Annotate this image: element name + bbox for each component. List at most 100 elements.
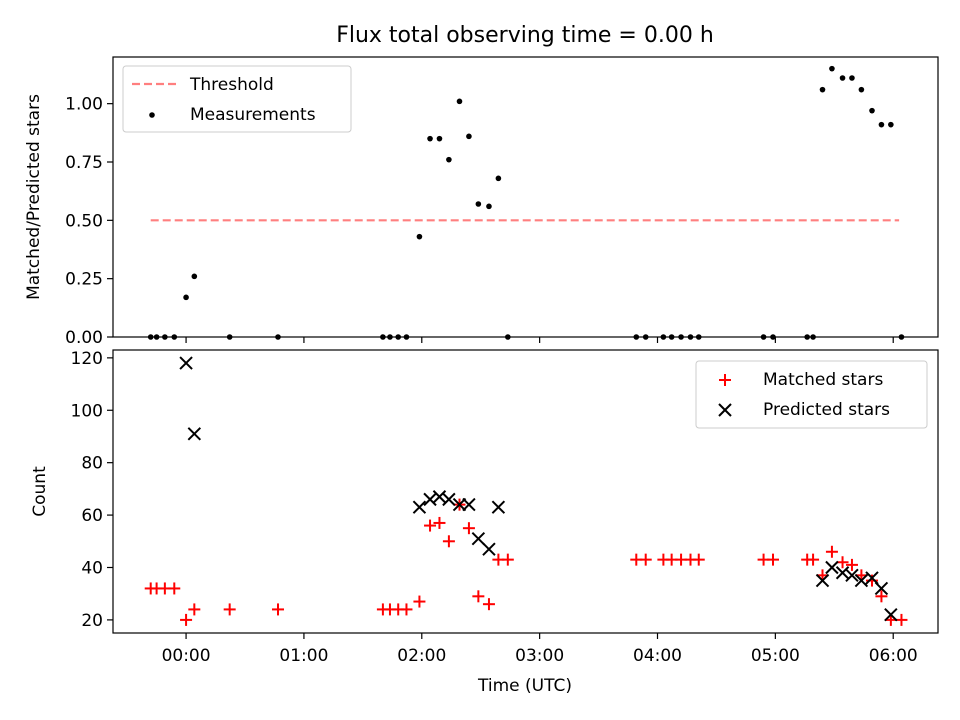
predicted-star-stroke-b [412, 500, 427, 514]
x-axis-label: Time (UTC) [477, 676, 572, 696]
bottom-legend: Matched stars Predicted stars [695, 360, 928, 429]
measurement-point [191, 273, 198, 280]
measurement-point [888, 121, 894, 128]
predicted-star-point [412, 500, 427, 514]
measurement-point [495, 175, 502, 182]
y-tick-label: 120 [71, 349, 103, 369]
matched-star-point [692, 553, 705, 566]
matched-star-point [272, 603, 284, 616]
matched-star-point [433, 516, 446, 529]
top-panel: 0.00 0.25 0.50 0.75 1.00 Matched/Predicted s… [24, 56, 939, 348]
measurement-point [183, 294, 189, 301]
predicted-star-stroke-b [452, 497, 467, 512]
matched-star-point [168, 582, 181, 595]
predicted-star-point [491, 500, 506, 514]
matched-star-point [639, 553, 652, 566]
matched-star-point [400, 603, 413, 616]
measurement-point [869, 107, 875, 114]
measurement-point [878, 121, 885, 128]
measurement-point [829, 65, 835, 72]
matched-star-point [424, 519, 437, 532]
matched-star-point [413, 595, 426, 608]
legend-measurements-label: Measurements [190, 105, 316, 125]
measurement-point [849, 75, 855, 81]
bottom-y-axis-label: Count [30, 466, 50, 517]
measurement-point [416, 233, 423, 240]
predicted-star-point [874, 581, 889, 596]
measurement-point [839, 75, 846, 81]
y-tick-label: 0.75 [65, 153, 103, 173]
predicted-star-stroke-b [423, 492, 437, 507]
measurement-point [456, 98, 463, 105]
x-tick-label: 04:00 [633, 646, 682, 666]
predicted-star-point [423, 492, 437, 507]
predicted-star-stroke-b [815, 573, 830, 588]
matched-star-point [472, 590, 485, 603]
top-legend: Threshold Measurements [122, 65, 352, 133]
y-tick-label: 100 [71, 401, 103, 421]
matched-star-point [180, 613, 193, 626]
y-tick-label: 40 [81, 558, 103, 578]
predicted-star-point [462, 497, 476, 512]
legend-predicted-swatch [718, 403, 732, 417]
top-legend-box [122, 65, 352, 133]
measurement-point [446, 156, 452, 163]
predicted-star-stroke-b [825, 560, 839, 575]
measurement-point [436, 135, 443, 142]
x-tick-label: 00:00 [162, 646, 211, 666]
matched-star-point [845, 558, 858, 571]
predicted-star-point [452, 497, 467, 512]
predicted-star-point [442, 492, 456, 507]
legend-threshold-label: Threshold [189, 75, 274, 95]
predicted-star-point [845, 568, 859, 583]
y-tick-label: 20 [81, 611, 103, 631]
predicted-star-stroke-b [845, 568, 859, 583]
bottom-y-axis-ticks: 20 40 60 80 100 120 [71, 349, 113, 631]
bottom-x-axis-ticks: 00:00 01:00 02:00 03:00 04:00 05:00 06:00 [162, 633, 918, 666]
legend-predicted-label: Predicted stars [763, 400, 890, 420]
matched-star-point [482, 598, 495, 611]
matched-star-point [442, 535, 455, 548]
matched-star-point [501, 553, 514, 566]
x-tick-label: 01:00 [279, 646, 328, 666]
measurement-point [475, 201, 482, 207]
y-tick-label: 60 [81, 506, 103, 526]
predicted-star-point [815, 573, 830, 588]
predicted-star-stroke-b [471, 531, 486, 546]
predicted-star-point [835, 566, 850, 580]
predicted-star-point [432, 490, 447, 504]
y-tick-label: 0.00 [65, 328, 103, 348]
predicted-star-stroke-b [884, 607, 898, 622]
predicted-star-stroke-b [179, 356, 193, 370]
predicted-star-stroke-b [865, 571, 879, 585]
legend-measurements-swatch [149, 112, 155, 118]
measurement-point [819, 86, 826, 93]
legend-matched-label: Matched stars [763, 370, 883, 390]
predicted-star-point [179, 356, 193, 370]
measurement-point [427, 135, 433, 142]
predicted-star-point [854, 573, 869, 588]
measurement-point [858, 86, 865, 93]
legend-matched-swatch [719, 374, 731, 386]
x-tick-label: 03:00 [515, 646, 564, 666]
matched-star-point [825, 545, 838, 558]
predicted-star-stroke-b [835, 566, 850, 580]
predicted-star-stroke-b [442, 492, 456, 507]
x-tick-label: 06:00 [869, 646, 918, 666]
y-tick-label: 0.50 [65, 211, 103, 231]
measurement-point [466, 133, 472, 140]
predicted-star-point [482, 542, 496, 556]
bottom-panel: 20 40 60 80 100 120 00:00 01:00 02:00 03:00 04:00… [30, 349, 939, 696]
chart-title: Flux total observing time = 0.00 h [336, 23, 714, 48]
y-tick-label: 80 [81, 454, 103, 474]
bottom-axes-frame [112, 349, 939, 634]
predicted-star-stroke-b [462, 497, 476, 512]
predicted-star-stroke-b [432, 490, 447, 504]
measurement-point [486, 203, 492, 210]
predicted-star-stroke-b [491, 500, 506, 514]
matched-star-point [875, 590, 888, 603]
top-y-axis-label: Matched/Predicted stars [24, 94, 44, 300]
predicted-star-point [825, 560, 839, 575]
top-x-axis-ticks [185, 337, 894, 343]
